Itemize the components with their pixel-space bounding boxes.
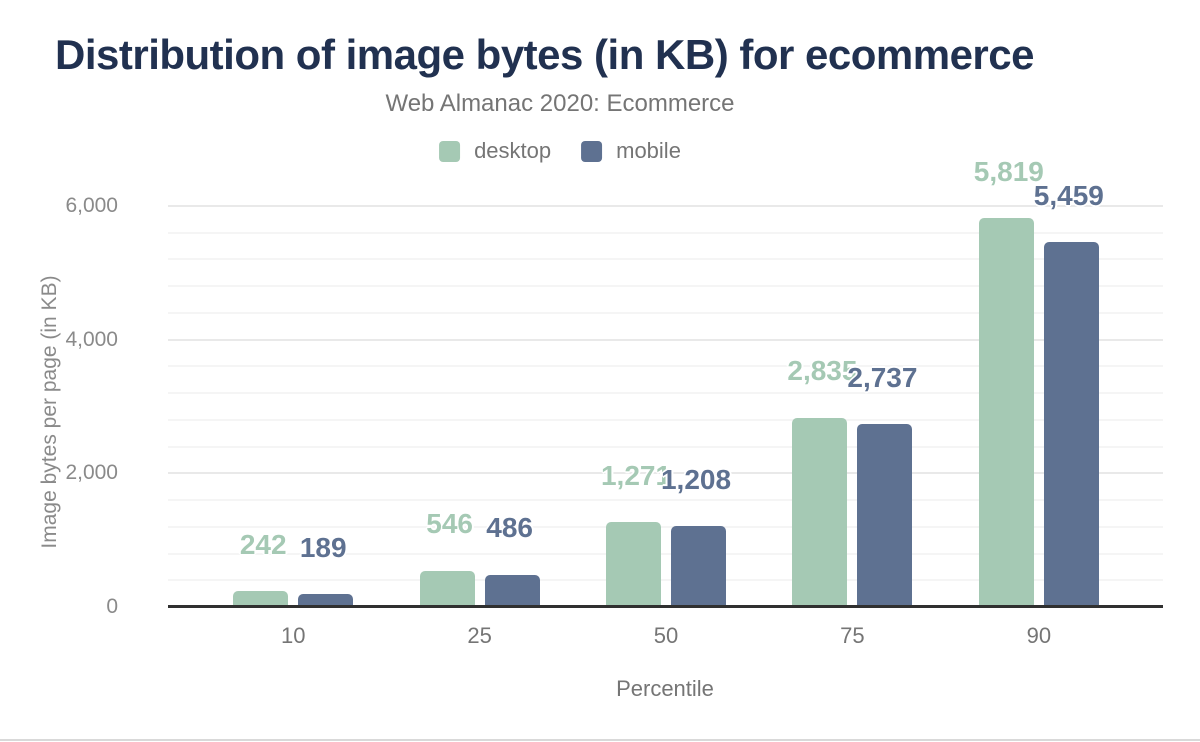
mobile-bar-p50[interactable]: [671, 526, 727, 607]
desktop-bar-p25[interactable]: [419, 570, 475, 607]
desktop-bar-p90[interactable]: [978, 218, 1034, 607]
legend-label-desktop: desktop: [474, 138, 552, 163]
mobile-bar-p25[interactable]: [484, 574, 540, 607]
legend-item-mobile[interactable]: mobile: [581, 138, 681, 164]
desktop-bar-p75[interactable]: [792, 417, 848, 607]
desktop-value-label: 242: [239, 528, 287, 560]
desktop-bar-p10[interactable]: [233, 590, 289, 607]
legend-label-mobile: mobile: [616, 138, 681, 163]
mobile-swatch-icon: [581, 140, 603, 162]
mobile-value-label: 1,208: [660, 464, 732, 496]
bar-group-90: 5,819 5,459 90: [946, 156, 1132, 648]
desktop-value-label: 546: [426, 508, 473, 540]
mobile-value-label: 5,459: [1033, 179, 1104, 211]
y-axis-tick-label: 2,000: [65, 461, 118, 485]
desktop-swatch-icon: [439, 140, 461, 162]
desktop-bar-p50[interactable]: [606, 522, 662, 607]
bar-group-10: 242 189 10: [200, 206, 386, 648]
mobile-value-label: 486: [486, 512, 533, 544]
major-gridline: [168, 472, 1163, 475]
minor-gridline: [168, 445, 1163, 448]
mobile-value-label: 189: [299, 532, 347, 564]
mobile-value-label: 2,737: [847, 361, 918, 393]
x-axis-tick-label: 10: [280, 623, 306, 648]
minor-gridline: [168, 231, 1163, 234]
minor-gridline: [168, 392, 1163, 395]
major-gridline: [168, 338, 1163, 341]
minor-gridline: [168, 258, 1163, 261]
major-gridline: [168, 205, 1163, 207]
x-axis-tick-label: 90: [1026, 623, 1052, 648]
minor-gridline: [168, 285, 1163, 288]
x-axis-title: Percentile: [616, 676, 714, 701]
bar-group-25: 546 486 25: [386, 206, 572, 648]
minor-gridline: [168, 552, 1163, 555]
bar-groups: 242 189 10 546 486 25 1,271 1,208 50 2,835 2,737 75…: [200, 156, 1132, 648]
desktop-value-label: 2,835: [787, 355, 858, 387]
y-axis-tick-label: 4,000: [65, 327, 118, 351]
bottom-divider: [0, 739, 1200, 741]
minor-gridline: [168, 365, 1163, 368]
x-axis-tick-label: 25: [467, 623, 492, 648]
y-axis-title: Image bytes per page (in KB): [38, 275, 61, 549]
desktop-value-label: 1,271: [600, 459, 672, 491]
minor-gridline: [168, 499, 1163, 502]
legend-item-desktop[interactable]: desktop: [439, 138, 551, 164]
mobile-bar-p10[interactable]: [298, 594, 354, 607]
minor-gridline: [168, 525, 1163, 528]
desktop-value-label: 5,819: [973, 155, 1044, 187]
plot-area: 0 2,000 4,000 6,000: [65, 194, 1163, 618]
minor-gridline: [168, 579, 1163, 582]
chart-title: Distribution of image bytes (in KB) for …: [55, 31, 1035, 78]
x-axis-tick-label: 75: [840, 623, 865, 648]
minor-gridline: [168, 418, 1163, 421]
mobile-bar-p75[interactable]: [857, 424, 913, 607]
x-axis-line: [168, 605, 1163, 608]
y-axis-tick-label: 6,000: [65, 194, 118, 217]
x-axis-tick-label: 50: [653, 623, 679, 648]
mobile-bar-p90[interactable]: [1043, 242, 1099, 607]
bar-group-75: 2,835 2,737 75: [759, 206, 945, 648]
y-axis-tick-label: 0: [106, 595, 118, 618]
chart-subtitle: Web Almanac 2020: Ecommerce: [385, 90, 735, 117]
bar-group-50: 1,271 1,208 50: [573, 206, 759, 648]
minor-gridline: [168, 311, 1163, 314]
legend: desktop mobile: [439, 138, 681, 164]
